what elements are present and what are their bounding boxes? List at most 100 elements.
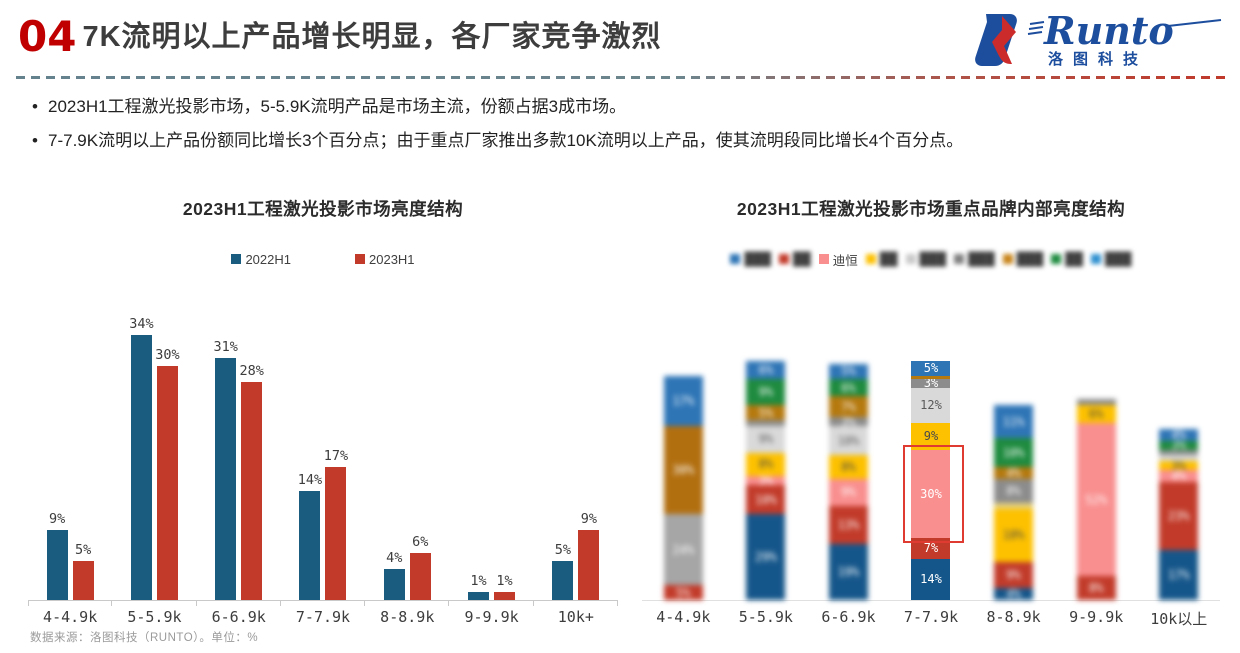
- bar-segment: 3%: [911, 376, 951, 391]
- stack: 17% 23% 4% 3% 3% 4%: [1159, 427, 1199, 600]
- segment-value-label: 9%: [923, 429, 939, 444]
- legend-item-迪恒: 迪恒: [818, 250, 858, 269]
- x-label-text: 10k以上: [1150, 610, 1208, 628]
- bar-2023H1-8-8.9k: 6%: [409, 534, 431, 600]
- bar-value-label: 1%: [496, 573, 513, 590]
- segment-value-label: 6%: [758, 362, 774, 377]
- x-label-text: 7-7.9k: [903, 608, 959, 626]
- segment-value-label: 4%: [1006, 587, 1021, 602]
- x-label-text: 9-9.9k: [1069, 608, 1124, 626]
- segment-value-label: 5%: [676, 585, 691, 600]
- x-label-text: 10k+: [557, 608, 594, 626]
- legend-label: ███: [744, 252, 772, 266]
- bar-segment: 3%: [746, 474, 786, 488]
- bar-value-label: 30%: [155, 347, 180, 363]
- bar-segment: 10%: [828, 425, 868, 456]
- stack: 14% 7% 30% 9% 12% 3% 5%: [911, 361, 951, 600]
- segment-value-label: 11%: [1002, 414, 1025, 429]
- segment-value-label: 13%: [837, 517, 860, 532]
- stacked-bar-4-4.9k: 5% 24% 30% 17%: [663, 375, 703, 600]
- legend-item-███: ███: [905, 252, 947, 266]
- bar-2022H1-6-6.9k: 31%: [214, 339, 238, 600]
- segment-value-label: 7%: [841, 399, 856, 414]
- bar-segment: 9%: [828, 479, 868, 506]
- segment-value-label: 8%: [1006, 483, 1021, 498]
- legend-label: 2022H1: [245, 251, 291, 267]
- segment-value-label: 7%: [923, 541, 939, 556]
- bar-value-label: 6%: [412, 534, 429, 551]
- logo-hashes: [1027, 21, 1045, 35]
- x-label-10k以上: 10k以上: [1137, 601, 1220, 629]
- bar-2023H1-7-7.9k: 17%: [324, 448, 348, 600]
- stacked-bar-7-7.9k: 14% 7% 30% 9% 12% 3% 5%: [903, 361, 965, 600]
- bar-segment: 13%: [828, 505, 868, 544]
- bar-group-6-6.9k: 31% 28%: [213, 339, 265, 600]
- right-chart-title: 2023H1工程激光投影市场重点品牌内部亮度结构: [736, 199, 1126, 219]
- segment-value-label: 17%: [1167, 567, 1190, 582]
- bar-segment: 4%: [994, 466, 1034, 480]
- bar-value-label: 31%: [213, 339, 238, 356]
- bar-group-10k+: 5% 9%: [550, 511, 602, 600]
- segment-value-label: 5%: [923, 361, 939, 376]
- x-label-text: 4-4.9k: [43, 608, 98, 626]
- legend-label: ███: [1016, 252, 1044, 266]
- legend-swatch: [1051, 254, 1062, 264]
- x-label-text: 9-9.9k: [464, 608, 519, 626]
- stack: 29% 10% 3% 8% 9% 5% 9% 6%: [746, 361, 786, 600]
- runto-logo: Runto 洛图科技: [972, 8, 1222, 70]
- stacked-bar-9-9.9k: 8% 52% 6%: [1076, 399, 1116, 600]
- axis-tick: [111, 601, 113, 606]
- legend-item-███: ███: [1002, 252, 1044, 266]
- legend-label: ██: [793, 252, 811, 266]
- bar-2022H1-5-5.9k: 34%: [129, 316, 154, 600]
- bar-segment: 6%: [828, 378, 868, 397]
- stacked-bar-6-6.9k: 19% 13% 9% 8% 10% 3% 7% 6% 5%: [828, 364, 868, 600]
- segment-value-label: 9%: [1006, 567, 1021, 582]
- highlight-box: [903, 444, 965, 544]
- bar-value-label: 17%: [323, 448, 349, 465]
- bar-segment: 8%: [828, 455, 868, 480]
- bar-2023H1-4-4.9k: 5%: [72, 542, 94, 600]
- x-label-7-7.9k: 7-7.9k: [281, 601, 366, 626]
- bar-segment: 12%: [911, 387, 951, 424]
- segment-value-label: 9%: [758, 432, 774, 447]
- bar-2022H1-9-9.9k: 1%: [468, 573, 490, 600]
- runto-logo-graphic: Runto 洛图科技: [975, 8, 1222, 68]
- axis-tick: [195, 601, 197, 606]
- bar-value-label: 1%: [470, 573, 487, 590]
- logo-subtitle-text: 洛图科技: [1048, 50, 1148, 68]
- bar-segment: 9%: [746, 378, 786, 406]
- x-label-5-5.9k: 5-5.9k: [725, 601, 808, 629]
- bar-segment: 7%: [911, 538, 951, 559]
- slide-number: 04: [18, 12, 77, 61]
- stacked-bar-8-8.9k: 4% 9% 18% 8% 4% 10% 11%: [994, 405, 1034, 602]
- segment-value-label: 3%: [1171, 438, 1186, 453]
- segment-value-label: 14%: [920, 572, 942, 587]
- legend-swatch: [1002, 254, 1013, 264]
- x-label-7-7.9k: 7-7.9k: [890, 601, 973, 629]
- segment-value-label: 5%: [841, 364, 856, 379]
- bar-2022H1-8-8.9k: 4%: [383, 550, 405, 600]
- bar-segment: 23%: [1159, 482, 1199, 550]
- segment-value-label: 18%: [1002, 528, 1025, 543]
- legend-label: ███: [919, 252, 947, 266]
- bar-segment: 14%: [911, 558, 951, 600]
- x-label-text: 4-4.9k: [656, 608, 711, 626]
- bar-segment: 7%: [828, 396, 868, 418]
- segment-value-label: 3%: [923, 376, 939, 391]
- axis-tick: [448, 601, 450, 606]
- brightness-structure-chart: 2023H1工程激光投影市场亮度结构 2022H1 2023H1 9% 5% 34% 3…: [28, 196, 618, 626]
- legend-label: ██: [1065, 252, 1083, 266]
- x-label-9-9.9k: 9-9.9k: [1055, 601, 1138, 629]
- bar-group-4-4.9k: 9% 5%: [44, 511, 96, 600]
- legend-swatch: [954, 254, 965, 264]
- stack: 4% 9% 18% 8% 4% 10% 11%: [994, 405, 1034, 602]
- bar-segment: [1159, 455, 1199, 462]
- segment-value-label: 52%: [1085, 492, 1107, 507]
- bar-segment: 18%: [994, 508, 1034, 562]
- bar-value-label: 4%: [386, 549, 403, 566]
- segment-value-label: 4%: [1171, 427, 1186, 442]
- axis-tick: [28, 601, 29, 606]
- legend-item-███: ███: [954, 252, 995, 266]
- legend-item-██: ██: [865, 252, 898, 266]
